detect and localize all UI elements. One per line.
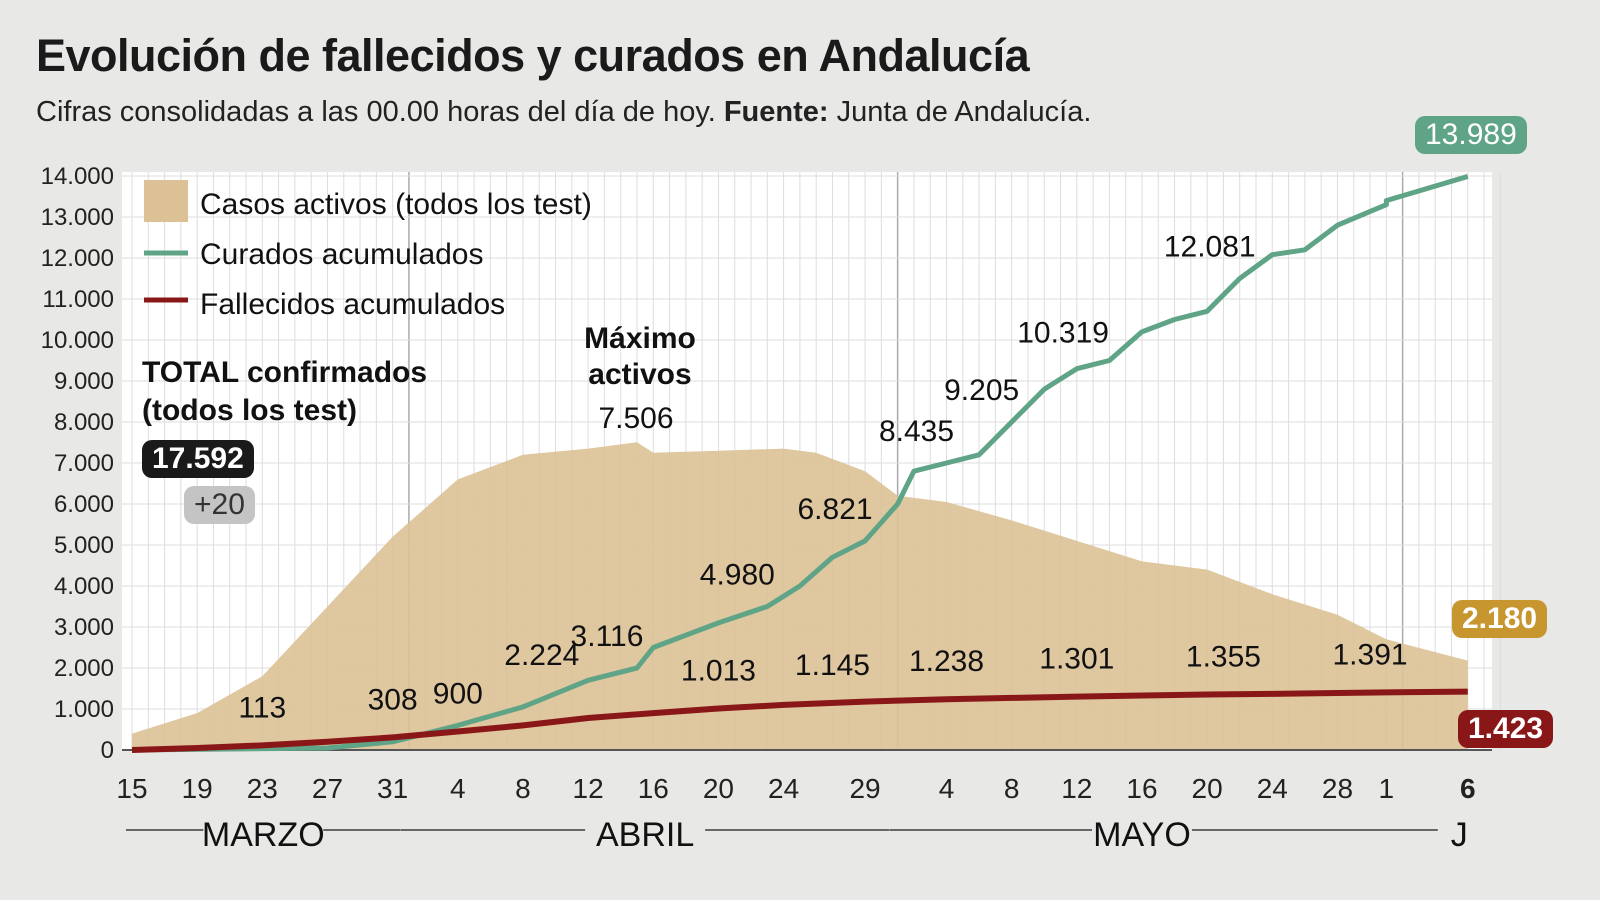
data-label: 1.013 [681,654,756,687]
x-tick-label: 24 [1257,773,1288,804]
y-tick-label: 11.000 [42,286,114,313]
data-label: 1.145 [795,649,870,682]
x-tick-label: 19 [182,773,213,804]
y-tick-label: 1.000 [54,696,114,723]
x-tick-label: 6 [1460,773,1476,804]
y-tick-label: 14.000 [41,163,114,190]
data-label: 1.391 [1333,639,1408,672]
x-tick-label: 24 [768,773,799,804]
x-tick-label: 8 [1004,773,1020,804]
max-activos-line1: Máximo [584,322,696,355]
y-tick-label: 4.000 [54,573,114,600]
data-label: 2.224 [504,639,579,672]
data-label: 308 [368,683,418,716]
month-label: ABRIL [596,816,694,854]
x-tick-label: 28 [1322,773,1353,804]
fallecidos-line [131,688,1468,753]
total-subheading: (todos los test) [142,394,357,427]
data-label: 8.435 [879,415,954,448]
x-tick-label: 23 [247,773,278,804]
x-tick-label: 12 [1061,773,1092,804]
fallecidos-end-badge: 1.423 [1458,710,1554,748]
source-label: Fuente: [723,96,829,128]
max-activos-line2: activos [588,358,691,391]
y-tick-label: 2.000 [54,655,114,682]
y-tick-label: 10.000 [41,327,114,354]
y-tick-label: 12.000 [41,245,114,272]
total-heading: TOTAL confirmados [142,356,427,389]
data-label: 4.980 [700,559,775,592]
data-label: 113 [238,691,286,724]
data-label: 1.301 [1039,643,1114,676]
x-tick-label: 20 [1192,773,1223,804]
curados-line [131,174,1469,753]
y-tick-label: 13.000 [41,204,114,231]
data-label: 3.116 [571,620,644,653]
total-confirmed-badge: 17.592 [142,440,254,478]
y-tick-label: 9.000 [54,368,114,395]
month-label: MAYO [1093,816,1191,854]
x-tick-label: 27 [312,773,343,804]
x-tick-label: 31 [377,773,408,804]
x-tick-label: 4 [939,773,955,804]
x-tick-label: 20 [703,773,734,804]
x-tick-label: 15 [116,773,147,804]
x-tick-label: 4 [450,773,466,804]
y-tick-label: 5.000 [54,532,114,559]
legend-label-fallecidos: Fallecidos acumulados [200,288,505,321]
x-tick-label: 16 [638,773,669,804]
y-tick-label: 0 [101,737,114,764]
subtitle-text: Cifras consolidadas a las 00.00 horas de… [36,96,716,128]
legend-label-curados: Curados acumulados [200,238,484,271]
month-label: MARZO [202,816,325,854]
activos-end-badge: 2.180 [1452,600,1548,638]
x-tick-label: 8 [515,773,531,804]
data-label: 12.081 [1164,231,1256,264]
chart-title: Evolución de fallecidos y curados en And… [36,30,1030,81]
data-label: 9.205 [944,374,1019,407]
data-label: 900 [433,678,483,711]
source-name: Junta de Andalucía. [836,96,1092,128]
chart-subtitle: Cifras consolidadas a las 00.00 horas de… [36,96,1091,129]
x-tick-label: 16 [1126,773,1157,804]
y-tick-label: 3.000 [54,614,114,641]
month-label: J [1451,816,1468,854]
curados-end-badge: 13.989 [1415,116,1527,154]
x-tick-label: 29 [849,773,880,804]
data-label: 1.355 [1186,640,1261,673]
legend-swatch-activos [144,180,188,222]
data-label: 1.238 [909,645,984,678]
y-tick-label: 8.000 [54,409,114,436]
max-activos-value: 7.506 [598,402,673,435]
data-label: 6.821 [798,493,873,526]
y-tick-label: 6.000 [54,491,114,518]
y-tick-label: 7.000 [54,450,114,477]
x-tick-label: 12 [573,773,604,804]
data-label: 10.319 [1017,317,1109,350]
legend-label-activos: Casos activos (todos los test) [200,188,592,221]
x-tick-label: 1 [1379,773,1395,804]
activos-area [132,442,1468,750]
total-delta-badge: +20 [184,486,255,524]
